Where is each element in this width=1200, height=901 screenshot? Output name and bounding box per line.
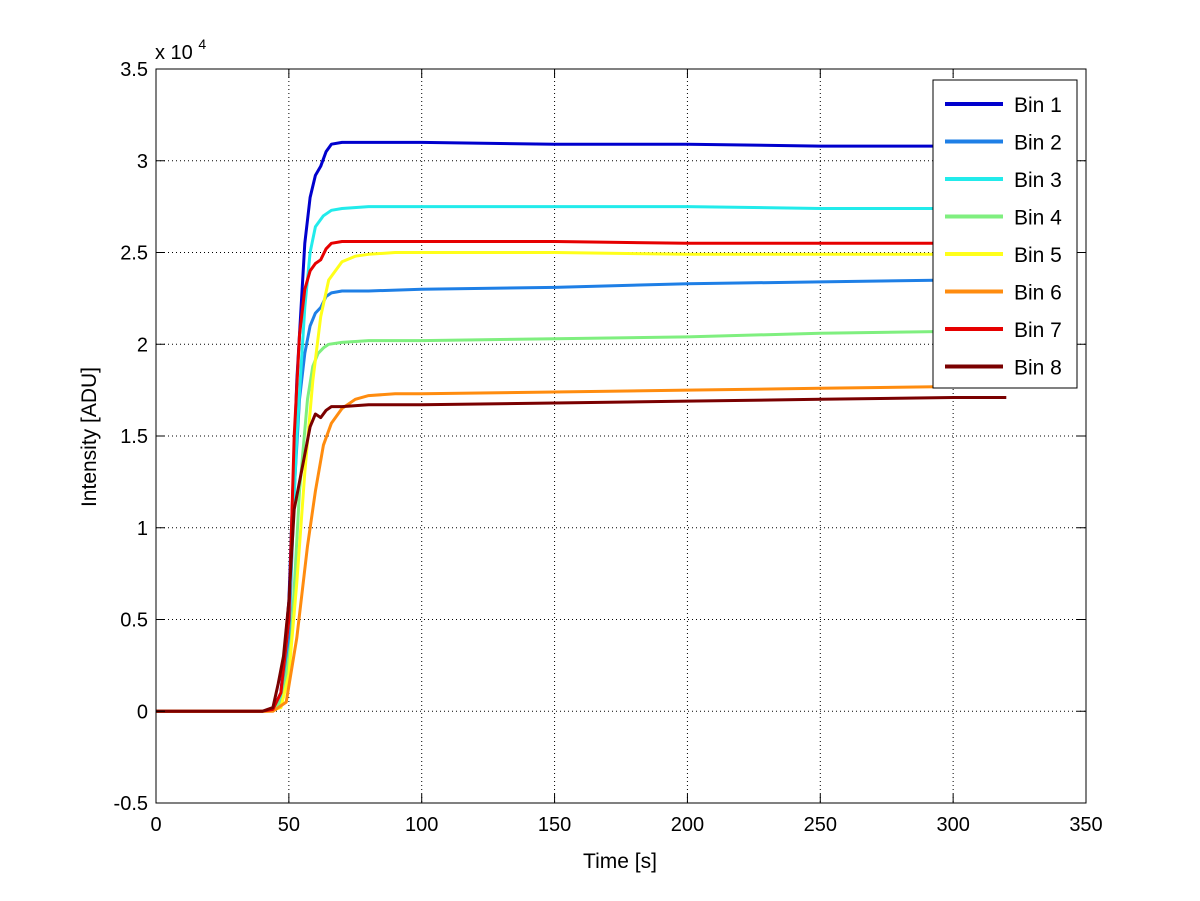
legend-label-bin-6: Bin 6 [1014, 282, 1062, 305]
legend-label-bin-5: Bin 5 [1014, 244, 1062, 267]
x-tick-label: 0 [150, 814, 161, 836]
series-layer [156, 140, 1007, 713]
legend-label-bin-7: Bin 7 [1014, 319, 1062, 342]
y-tick-label: 1.5 [120, 426, 148, 448]
y-tick-label: 0 [137, 701, 148, 723]
series-line-bin-3 [156, 205, 1007, 713]
series-line-bin-7 [156, 240, 1007, 713]
x-tick-label: 100 [405, 814, 438, 836]
y-tick-label: 3.5 [120, 59, 148, 81]
legend-label-bin-2: Bin 2 [1014, 132, 1062, 155]
y-tick-label: 3 [137, 151, 148, 173]
y-tick-label: 0.5 [120, 610, 148, 632]
x-tick-label: 300 [936, 814, 969, 836]
y-exponent-power: 4 [198, 36, 206, 52]
legend-label-bin-3: Bin 3 [1014, 169, 1062, 192]
x-tick-label: 250 [804, 814, 837, 836]
legend-label-bin-4: Bin 4 [1014, 207, 1062, 230]
y-tick-label: -0.5 [114, 793, 148, 815]
series-line-bin-8 [156, 396, 1007, 713]
y-tick-label: 1 [137, 518, 148, 540]
x-tick-label: 150 [538, 814, 571, 836]
x-tick-label: 350 [1069, 814, 1102, 836]
legend: Bin 1 Bin 2 Bin 3 Bin 4 Bin 5 Bin 6 Bin 7 Bin 8 [932, 79, 1078, 389]
axes [155, 68, 1087, 804]
x-tick-label: 50 [278, 814, 300, 836]
x-tick-label: 200 [671, 814, 704, 836]
legend-box [932, 79, 1078, 389]
legend-label-bin-8: Bin 8 [1014, 357, 1062, 380]
y-axis-label: Intensity [ADU] [78, 367, 101, 507]
series-line-bin-6 [156, 385, 1007, 713]
x-axis-label: Time [s] [583, 850, 657, 873]
y-tick-label: 2.5 [120, 243, 148, 265]
series-line-bin-5 [156, 251, 1007, 713]
legend-label-bin-1: Bin 1 [1014, 94, 1062, 117]
tick-labels: 0 50 100 150 200 250 300 350-0.500.511.522.533.… [114, 59, 1103, 836]
y-tick-label: 2 [137, 334, 148, 356]
y-exponent-label: x 10 4 [155, 36, 206, 64]
y-exponent-base: x 10 [155, 42, 193, 64]
